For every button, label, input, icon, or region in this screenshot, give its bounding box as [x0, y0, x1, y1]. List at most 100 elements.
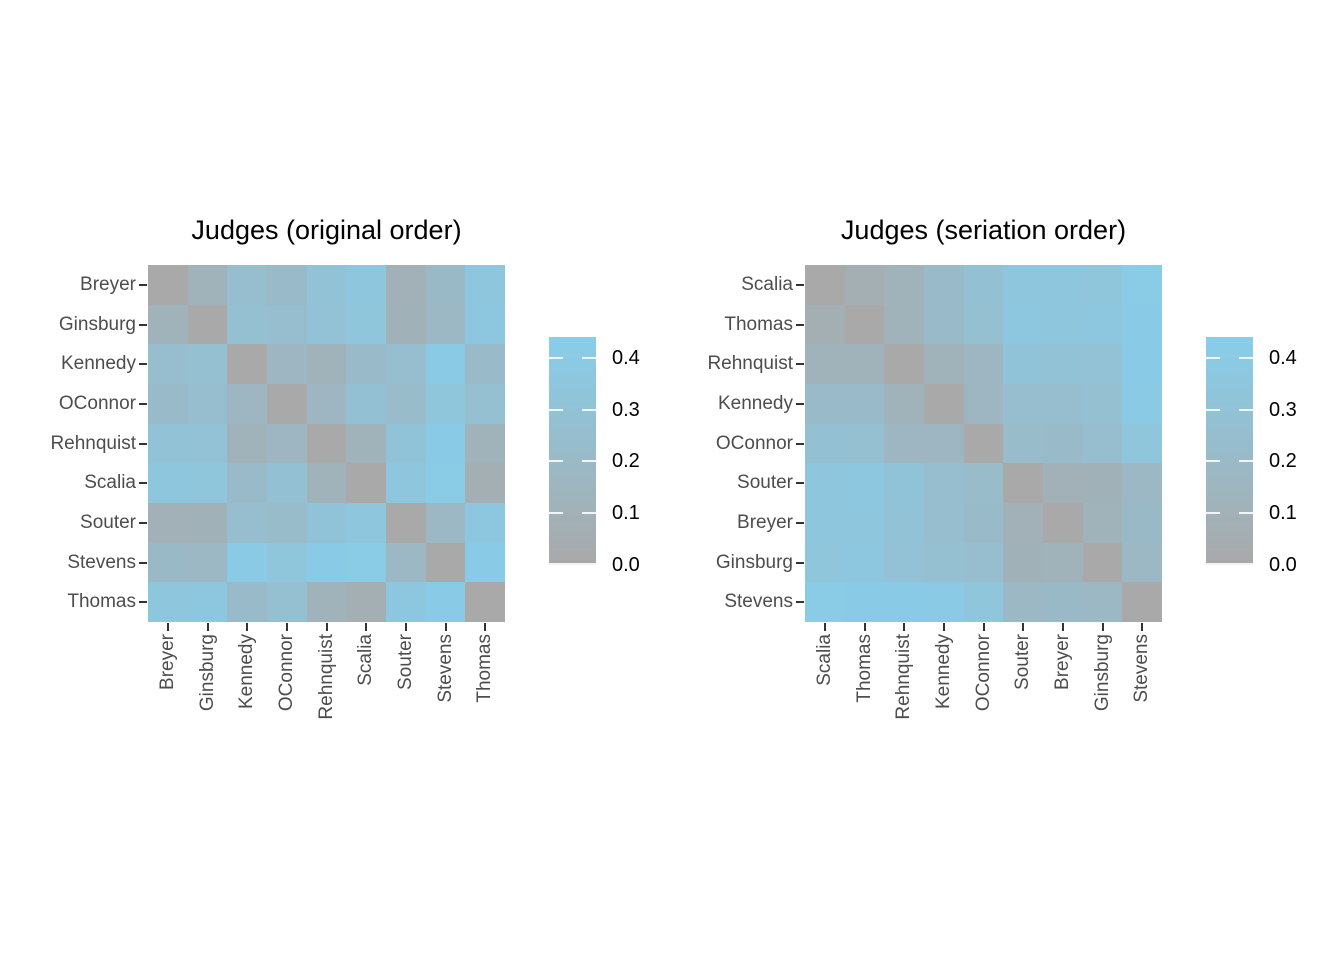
heatmap-cell [884, 384, 924, 424]
heatmap-cell [148, 542, 188, 583]
legend-tick [1239, 460, 1253, 463]
heatmap-cell [386, 463, 426, 503]
heatmap-cell [1003, 344, 1043, 384]
heatmap-cell [963, 503, 1004, 543]
heatmap-cell [1122, 503, 1162, 543]
chart-title: Judges (seriation order) [840, 215, 1127, 245]
legend-gradient-bar [1206, 337, 1253, 565]
heatmap-cell [1122, 265, 1162, 305]
heatmap-cell [1003, 503, 1043, 543]
y-axis-tick [139, 283, 147, 286]
heatmap-cell [1082, 304, 1123, 345]
heatmap-cell [805, 463, 845, 503]
y-axis-label: Rehnquist [707, 353, 793, 375]
heatmap-cell [187, 265, 228, 305]
y-axis-tick [796, 363, 804, 366]
heatmap-cell [267, 304, 307, 345]
x-axis-tick [942, 623, 945, 631]
x-axis-tick [365, 623, 368, 631]
heatmap-cell [1082, 344, 1123, 384]
x-axis-tick [1022, 623, 1025, 631]
legend-tick [549, 563, 596, 565]
heatmap-cell [1082, 384, 1123, 424]
heatmap-cell [1122, 384, 1162, 424]
heatmap-cell [227, 423, 267, 464]
y-axis-label: Breyer [80, 273, 136, 295]
legend-tick-label: 0.1 [1269, 502, 1297, 525]
heatmap-cell [346, 265, 386, 305]
y-axis-label: Rehnquist [50, 432, 136, 454]
heatmap-cell [465, 503, 505, 543]
heatmap-cell [924, 384, 964, 424]
heatmap-cell [148, 503, 188, 543]
heatmap-cell [306, 503, 347, 543]
x-axis-tick [1061, 623, 1064, 631]
heatmap-cell [227, 344, 267, 384]
heatmap-cell [386, 265, 426, 305]
heatmap-cell [963, 542, 1004, 583]
legend-tick [549, 460, 563, 463]
heatmap-cell [465, 265, 505, 305]
heatmap-cell [187, 503, 228, 543]
heatmap-cell [805, 344, 845, 384]
heatmap-cell [465, 542, 505, 583]
heatmap-cell [346, 463, 386, 503]
heatmap-cell [148, 384, 188, 424]
heatmap-cell [346, 542, 386, 583]
heatmap-cell [924, 463, 964, 503]
heatmap-cell [346, 582, 386, 622]
heatmap-cell [346, 304, 386, 345]
heatmap-cell [1122, 463, 1162, 503]
y-axis-tick [139, 521, 147, 524]
legend-tick [582, 356, 596, 359]
heatmap-cell [306, 304, 347, 345]
heatmap-cell [963, 423, 1004, 464]
heatmap-cell [1122, 304, 1162, 345]
y-axis-label: Ginsburg [715, 551, 793, 573]
y-axis-label: Kennedy [60, 353, 136, 375]
heatmap-cell [386, 384, 426, 424]
heatmap-cell [465, 582, 505, 622]
heatmap-cell [465, 423, 505, 464]
heatmap-cell [425, 265, 466, 305]
x-axis-tick [1101, 623, 1104, 631]
heatmap-cell [805, 582, 845, 622]
heatmap-cell [227, 304, 267, 345]
heatmap-cell [963, 304, 1004, 345]
y-axis-tick [139, 402, 147, 405]
legend-tick [1239, 512, 1253, 515]
heatmap-cell [963, 463, 1004, 503]
x-axis-tick [823, 623, 826, 631]
heatmap-cell [425, 542, 466, 583]
heatmap-cell [805, 423, 845, 464]
heatmap-cell [1082, 503, 1123, 543]
heatmap-cell [187, 582, 228, 622]
heatmap-cell [386, 304, 426, 345]
legend-tick-label: 0.4 [612, 346, 640, 369]
legend-tick [582, 460, 596, 463]
heatmap-cell [386, 423, 426, 464]
heatmap-cell [844, 384, 885, 424]
y-axis-tick [139, 323, 147, 326]
heatmap-cell [267, 344, 307, 384]
heatmap-cell [1003, 265, 1043, 305]
heatmap-cell [844, 582, 885, 622]
heatmap-cell [805, 542, 845, 583]
y-axis-tick [796, 402, 804, 405]
y-axis-tick [796, 482, 804, 485]
heatmap-cell [227, 503, 267, 543]
legend-tick [1206, 460, 1220, 463]
heatmap-cell [1003, 463, 1043, 503]
heatmap-cell [963, 344, 1004, 384]
heatmap-cell [844, 542, 885, 583]
y-axis-tick [139, 561, 147, 564]
heatmap-cell [1082, 423, 1123, 464]
heatmap-cell [148, 423, 188, 464]
heatmap-cell [844, 503, 885, 543]
heatmap-cell [924, 304, 964, 345]
heatmap-cell [1122, 423, 1162, 464]
heatmap-cell [386, 503, 426, 543]
heatmap-cell [227, 582, 267, 622]
heatmap-cell [267, 582, 307, 622]
